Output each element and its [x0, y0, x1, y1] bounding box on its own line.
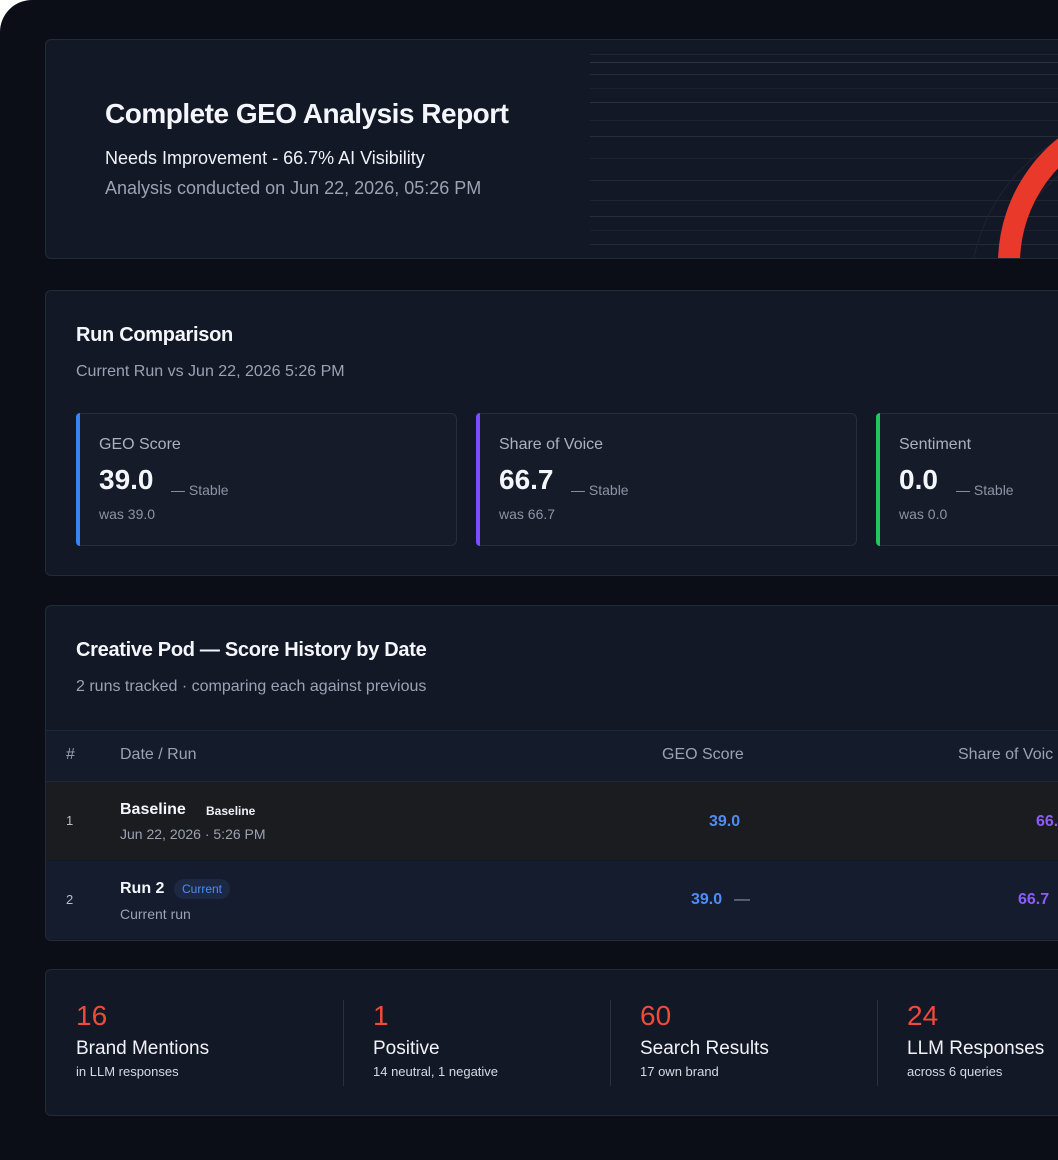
score-gauge-area: 3 — [590, 40, 1058, 258]
section-title: Creative Pod — Score History by Date — [76, 639, 427, 661]
report-header-card: Complete GEO Analysis Report Needs Impro… — [45, 39, 1058, 259]
stat-divider — [877, 1000, 878, 1086]
analysis-date: Analysis conducted on Jun 22, 2026, 05:2… — [105, 178, 482, 198]
row-number: 1 — [66, 813, 74, 828]
gauge-arc — [998, 138, 1058, 258]
column-header-number: # — [66, 746, 75, 763]
stat-caption: in LLM responses — [76, 1064, 179, 1079]
stat-llm-responses: 24 LLM Responses across 6 queries — [907, 1000, 1044, 1079]
stat-label: Positive — [373, 1038, 440, 1059]
score-history-card: Creative Pod — Score History by Date 2 r… — [45, 605, 1058, 941]
section-subtitle: Current Run vs Jun 22, 2026 5:26 PM — [76, 363, 345, 380]
run-description: Current run — [120, 906, 191, 922]
table-row[interactable]: 2 Run 2 Current Current run 39.0 — 66.7 — [46, 861, 1058, 939]
metric-card-share-of-voice: Share of Voice 66.7 — Stable was 66.7 — [476, 413, 857, 546]
stat-caption: across 6 queries — [907, 1064, 1003, 1079]
metric-label: Share of Voice — [499, 436, 604, 453]
row-number: 2 — [66, 892, 74, 907]
metric-value: 66.7 — [499, 464, 554, 495]
metric-accent-bar — [476, 413, 480, 546]
visibility-status: Needs Improvement - 66.7% AI Visibility — [105, 148, 425, 168]
share-of-voice-value: 66.7 — [1018, 891, 1050, 908]
metric-label: GEO Score — [99, 436, 181, 453]
table-header: # Date / Run GEO Score Share of Voic — [46, 730, 1058, 782]
metric-previous: was 66.7 — [499, 506, 556, 522]
report-title: Complete GEO Analysis Report — [105, 98, 509, 129]
stat-caption: 14 neutral, 1 negative — [373, 1064, 499, 1079]
metric-value: 0.0 — [899, 464, 938, 495]
stat-value: 24 — [907, 1000, 939, 1031]
metric-trend: — Stable — [956, 482, 1014, 498]
summary-stats-card: 16 Brand Mentions in LLM responses 1 Pos… — [45, 969, 1058, 1116]
column-header-geo-score[interactable]: GEO Score — [662, 746, 744, 763]
run-name: Baseline — [120, 801, 186, 818]
current-badge: Current — [174, 879, 231, 899]
geo-trend-indicator: — — [734, 891, 750, 908]
metric-value: 39.0 — [99, 464, 154, 495]
geo-score-value: 39.0 — [691, 891, 723, 908]
run-date: Jun 22, 2026 · 5:26 PM — [120, 826, 266, 842]
metric-trend: — Stable — [171, 482, 229, 498]
table-row[interactable]: 1 Baseline Baseline Jun 22, 2026 · 5:26 … — [46, 782, 1058, 860]
section-title: Run Comparison — [76, 324, 233, 346]
metric-trend: — Stable — [571, 482, 629, 498]
stat-value: 1 — [373, 1000, 389, 1031]
column-header-date-run: Date / Run — [120, 746, 197, 763]
score-gauge: 3 — [973, 138, 1058, 258]
section-subtitle: 2 runs tracked · comparing each against … — [76, 678, 427, 695]
metric-previous: was 0.0 — [899, 506, 948, 522]
share-of-voice-value: 66. — [1036, 813, 1058, 830]
stat-label: LLM Responses — [907, 1038, 1045, 1059]
geo-score-value: 39.0 — [709, 813, 741, 830]
stat-brand-mentions: 16 Brand Mentions in LLM responses — [76, 1000, 209, 1079]
metric-label: Sentiment — [899, 436, 972, 453]
stat-search-results: 60 Search Results 17 own brand — [640, 1000, 769, 1079]
column-header-share-of-voice[interactable]: Share of Voic — [958, 746, 1054, 763]
stat-positive: 1 Positive 14 neutral, 1 negative — [373, 1000, 498, 1079]
stat-value: 60 — [640, 1000, 672, 1031]
stat-divider — [343, 1000, 344, 1086]
metric-accent-bar — [876, 413, 880, 546]
baseline-badge: Baseline — [198, 801, 264, 821]
metric-accent-bar — [76, 413, 80, 546]
run-comparison-card: Run Comparison Current Run vs Jun 22, 20… — [45, 290, 1058, 576]
stat-label: Search Results — [640, 1038, 769, 1059]
metric-previous: was 39.0 — [99, 506, 156, 522]
stat-label: Brand Mentions — [76, 1038, 210, 1059]
stat-value: 16 — [76, 1000, 108, 1031]
run-name: Run 2 — [120, 880, 165, 897]
stat-caption: 17 own brand — [640, 1064, 719, 1079]
metric-card-sentiment: Sentiment 0.0 — Stable was 0.0 — [876, 413, 1058, 546]
metric-card-geo-score: GEO Score 39.0 — Stable was 39.0 — [76, 413, 457, 546]
stat-divider — [610, 1000, 611, 1086]
